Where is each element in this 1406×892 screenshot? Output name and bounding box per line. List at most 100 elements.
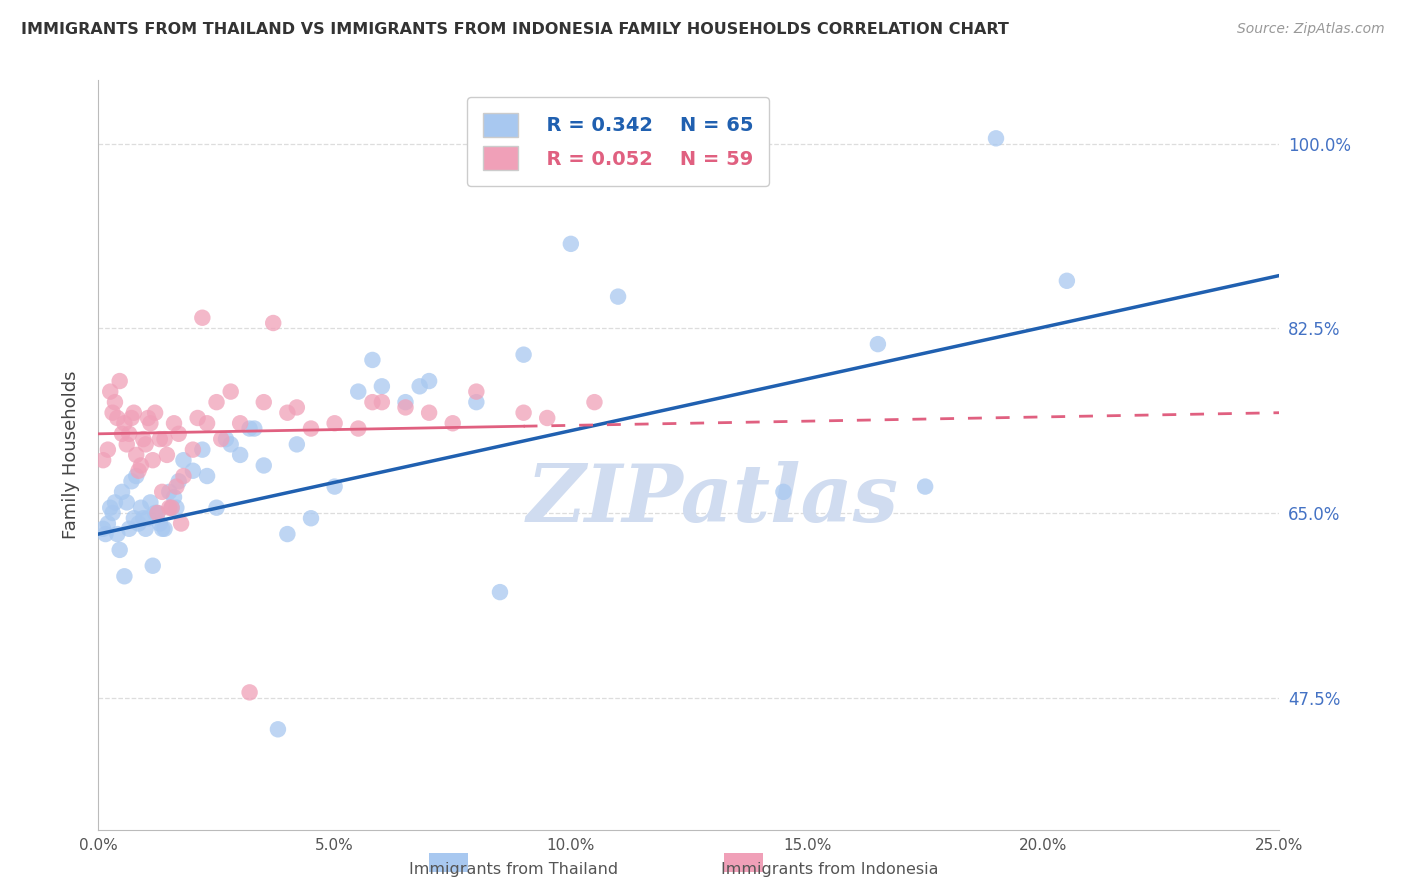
Point (121, 411, 143, 425)
Point (172, 469, 194, 483)
Point (299, 421, 322, 435)
Point (418, 406, 440, 420)
Point (267, 723, 290, 737)
Point (465, 395, 488, 409)
Point (118, 426, 141, 441)
Point (441, 417, 464, 431)
Point (191, 442, 214, 457)
Point (156, 448, 179, 462)
Point (111, 484, 134, 499)
Point (149, 432, 172, 446)
Point (108, 374, 131, 388)
Point (139, 417, 162, 431)
Point (132, 511, 155, 525)
Point (361, 395, 384, 409)
Point (165, 500, 187, 515)
Point (583, 395, 606, 409)
Point (323, 479, 346, 493)
Point (243, 421, 266, 435)
Point (239, 685, 262, 699)
Point (394, 395, 416, 409)
Point (142, 453, 165, 467)
Point (111, 426, 134, 441)
Point (512, 406, 534, 420)
Point (170, 516, 193, 531)
Point (181, 464, 204, 478)
Point (187, 411, 209, 425)
Point (118, 522, 141, 536)
Point (142, 558, 165, 573)
Point (285, 437, 308, 451)
Point (128, 516, 150, 531)
Point (129, 500, 152, 515)
Point (163, 417, 186, 431)
Point (253, 395, 276, 409)
Point (135, 522, 157, 536)
Point (285, 401, 308, 415)
Point (172, 453, 194, 467)
Point (98, 384, 121, 399)
Point (408, 379, 430, 393)
Point (512, 348, 534, 362)
Point (371, 379, 394, 393)
Point (94, 527, 117, 541)
Point (150, 484, 173, 499)
Point (108, 542, 131, 557)
Legend:   R = 0.342    N = 65,   R = 0.052    N = 59: R = 0.342 N = 65, R = 0.052 N = 59 (467, 97, 769, 186)
Point (167, 426, 190, 441)
Text: IMMIGRANTS FROM THAILAND VS IMMIGRANTS FROM INDONESIA FAMILY HOUSEHOLDS CORRELAT: IMMIGRANTS FROM THAILAND VS IMMIGRANTS F… (21, 22, 1010, 37)
Point (98, 500, 121, 515)
Point (215, 432, 238, 446)
Point (112, 417, 135, 431)
Point (465, 384, 488, 399)
Point (125, 448, 148, 462)
Point (122, 406, 145, 420)
Point (772, 484, 794, 499)
Point (139, 495, 162, 509)
Point (195, 469, 218, 483)
Point (125, 469, 148, 483)
Point (97, 442, 120, 457)
Point (181, 442, 204, 457)
Point (132, 432, 155, 446)
Point (157, 484, 180, 499)
Point (299, 511, 322, 525)
Point (536, 411, 558, 425)
Point (205, 395, 228, 409)
Point (191, 310, 214, 325)
Point (136, 411, 159, 425)
Point (371, 395, 394, 409)
Point (91, 453, 114, 467)
Point (276, 406, 298, 420)
Point (160, 500, 183, 515)
Point (323, 417, 346, 431)
Point (129, 458, 152, 473)
Y-axis label: Family Households: Family Households (62, 371, 80, 539)
Point (104, 395, 127, 409)
Point (136, 511, 159, 525)
Text: Immigrants from Indonesia: Immigrants from Indonesia (721, 863, 938, 877)
Point (105, 527, 128, 541)
Point (153, 432, 176, 446)
Point (146, 506, 169, 520)
Point (115, 495, 138, 509)
Point (115, 437, 138, 451)
Point (276, 527, 298, 541)
Point (160, 500, 183, 515)
Point (105, 411, 128, 425)
Point (347, 384, 370, 399)
Point (101, 506, 124, 520)
Point (209, 432, 232, 446)
Point (984, 131, 1007, 145)
Point (122, 511, 145, 525)
Point (418, 374, 440, 388)
Point (97, 516, 120, 531)
Text: ZIPatlas: ZIPatlas (526, 461, 898, 539)
Point (104, 495, 127, 509)
Point (165, 479, 187, 493)
Point (219, 384, 242, 399)
Point (143, 506, 166, 520)
Point (163, 490, 186, 504)
Point (112, 569, 135, 583)
Point (157, 500, 180, 515)
